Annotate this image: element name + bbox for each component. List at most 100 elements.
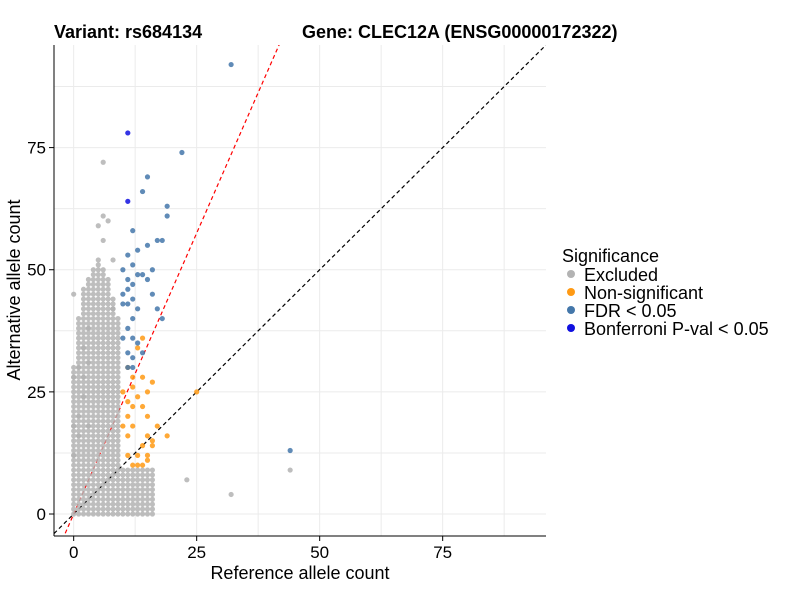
point-excluded xyxy=(105,486,111,493)
point-excluded xyxy=(115,355,121,361)
point-excluded xyxy=(139,467,146,473)
point-excluded xyxy=(95,340,101,346)
point-excluded xyxy=(71,506,77,512)
point-excluded xyxy=(110,423,116,429)
point-excluded xyxy=(115,389,121,395)
point-excluded xyxy=(90,315,96,322)
point-excluded xyxy=(80,394,87,400)
point-excluded xyxy=(105,315,111,322)
point-excluded xyxy=(76,369,82,375)
point-non-significant xyxy=(130,384,136,390)
point-excluded xyxy=(130,482,136,488)
point-excluded xyxy=(100,403,106,410)
point-excluded xyxy=(76,472,82,478)
point-excluded xyxy=(85,472,92,478)
point-excluded xyxy=(80,306,87,312)
y-tick-label: 75 xyxy=(27,139,46,158)
point-non-significant xyxy=(139,462,146,468)
point-excluded xyxy=(76,384,82,390)
point-excluded xyxy=(105,389,111,395)
point-fdr-0-05 xyxy=(135,247,141,253)
point-excluded xyxy=(80,286,87,292)
point-excluded xyxy=(85,482,92,488)
point-excluded xyxy=(105,423,111,429)
point-excluded xyxy=(105,379,111,385)
point-excluded xyxy=(80,433,87,439)
point-excluded xyxy=(105,384,111,390)
point-excluded xyxy=(110,379,116,385)
point-excluded xyxy=(71,467,77,473)
point-excluded xyxy=(76,496,82,502)
point-excluded xyxy=(90,359,96,366)
point-excluded xyxy=(95,457,101,463)
point-excluded xyxy=(71,413,77,419)
point-excluded xyxy=(85,394,92,400)
point-excluded xyxy=(115,364,121,371)
point-excluded xyxy=(80,486,87,493)
point-excluded xyxy=(85,291,92,297)
point-non-significant xyxy=(154,423,160,429)
point-excluded xyxy=(110,462,116,468)
point-non-significant xyxy=(139,374,146,380)
point-excluded xyxy=(80,423,87,429)
point-excluded xyxy=(85,355,92,361)
point-excluded xyxy=(95,408,101,415)
point-excluded xyxy=(80,345,87,351)
point-excluded xyxy=(85,335,92,341)
point-excluded xyxy=(100,320,106,327)
point-excluded xyxy=(95,443,101,449)
point-excluded xyxy=(105,276,111,283)
point-excluded xyxy=(95,418,101,424)
point-excluded xyxy=(110,486,116,493)
point-excluded xyxy=(95,325,101,331)
point-excluded xyxy=(105,501,111,507)
point-excluded xyxy=(95,369,101,375)
point-excluded xyxy=(105,433,111,439)
point-excluded xyxy=(90,472,96,478)
point-non-significant xyxy=(135,345,141,351)
point-fdr-0-05 xyxy=(144,242,151,248)
point-excluded xyxy=(100,511,106,517)
point-excluded xyxy=(95,330,101,336)
point-excluded xyxy=(100,369,106,375)
point-excluded xyxy=(85,296,92,302)
point-fdr-0-05 xyxy=(120,335,126,341)
point-fdr-0-05 xyxy=(130,364,136,371)
point-excluded xyxy=(90,477,96,483)
point-excluded xyxy=(100,306,106,312)
point-excluded xyxy=(110,330,116,336)
point-excluded xyxy=(95,506,101,512)
point-excluded xyxy=(100,272,106,278)
point-excluded xyxy=(115,482,121,488)
x-tick-label: 0 xyxy=(69,543,78,562)
point-excluded xyxy=(80,311,87,317)
point-excluded xyxy=(100,296,106,302)
point-excluded xyxy=(71,403,77,410)
point-excluded xyxy=(95,345,101,351)
point-excluded xyxy=(100,355,106,361)
point-excluded xyxy=(71,399,77,405)
point-non-significant xyxy=(125,399,131,405)
point-excluded xyxy=(115,506,121,512)
point-excluded xyxy=(80,428,87,434)
point-excluded xyxy=(110,477,116,483)
point-excluded xyxy=(90,320,96,327)
point-bonferroni-p-val-0-05 xyxy=(125,130,131,136)
point-excluded xyxy=(110,301,116,307)
point-excluded xyxy=(76,320,82,327)
point-excluded xyxy=(100,345,106,351)
point-fdr-0-05 xyxy=(125,325,131,331)
point-excluded xyxy=(100,467,106,473)
point-excluded xyxy=(144,477,151,483)
point-excluded xyxy=(144,486,151,493)
point-excluded xyxy=(100,330,106,336)
point-excluded xyxy=(80,325,87,331)
point-non-significant xyxy=(149,438,155,444)
point-excluded xyxy=(95,286,101,292)
point-excluded xyxy=(110,408,116,415)
point-excluded xyxy=(76,423,82,429)
point-fdr-0-05 xyxy=(125,286,131,292)
point-excluded xyxy=(105,350,111,356)
point-excluded xyxy=(135,472,141,478)
point-excluded xyxy=(95,399,101,405)
